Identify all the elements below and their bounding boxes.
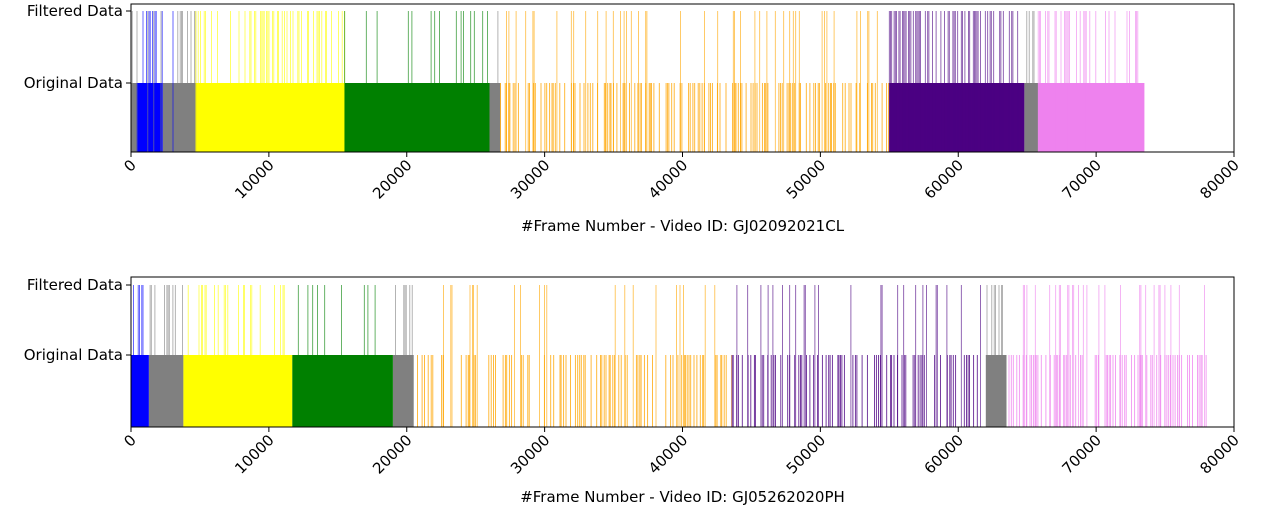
original-segment-unlabeled	[162, 83, 196, 152]
original-segment-unlabeled	[393, 355, 414, 427]
original-segment-unlabeled	[131, 83, 137, 152]
y-axis: Filtered Data Original Data	[24, 2, 131, 92]
x-tick-label: 10000	[231, 431, 277, 477]
x-tick-label: 80000	[1196, 431, 1242, 477]
original-segment-blue	[136, 83, 163, 152]
x-tick-label: 0	[120, 431, 139, 450]
original-segment-unlabeled	[1024, 83, 1039, 152]
x-tick-label: 70000	[1058, 156, 1104, 202]
y-tick-label-filtered: Filtered Data	[27, 2, 123, 20]
original-segment-unlabeled	[489, 83, 501, 152]
x-tick-label: 50000	[783, 431, 829, 477]
x-tick-label: 30000	[507, 431, 553, 477]
x-tick-label: 50000	[783, 156, 829, 202]
x-tick-label: 30000	[507, 156, 553, 202]
x-tick-label: 60000	[921, 431, 967, 477]
y-tick-label-filtered: Filtered Data	[27, 276, 123, 294]
timeline-panel-top: Filtered Data Original Data 0 10000 20000 3…	[24, 2, 1243, 235]
y-tick-label-original: Original Data	[24, 74, 123, 92]
x-tick-label: 40000	[645, 156, 691, 202]
plot-area	[131, 285, 1207, 427]
original-segment-green	[292, 355, 393, 427]
original-segment-violet	[1038, 83, 1145, 152]
x-tick-label: 20000	[369, 431, 415, 477]
x-axis: 0 10000 20000 30000 40000 50000 60000 70000 8000…	[120, 427, 1243, 478]
plot-area	[131, 11, 1145, 152]
x-tick-label: 0	[120, 156, 139, 175]
x-tick-label: 60000	[921, 156, 967, 202]
original-segment-green	[344, 83, 490, 152]
x-tick-label: 70000	[1058, 431, 1104, 477]
x-tick-label: 20000	[369, 156, 415, 202]
x-tick-label: 10000	[231, 156, 277, 202]
original-segment-indigo	[889, 83, 1025, 152]
y-tick-label-original: Original Data	[24, 346, 123, 364]
x-axis-label: #Frame Number - Video ID: GJ02092021CL	[521, 217, 845, 235]
x-tick-label: 80000	[1196, 156, 1242, 202]
original-segment-yellow	[183, 355, 293, 427]
original-segment-unlabeled	[985, 355, 1007, 427]
original-segment-yellow	[195, 83, 345, 152]
timeline-panel-bottom: Filtered Data Original Data 0 10000 20000 3…	[24, 276, 1243, 506]
original-segment-unlabeled	[148, 355, 184, 427]
x-tick-label: 40000	[645, 431, 691, 477]
x-axis-label: #Frame Number - Video ID: GJ05262020PH	[520, 488, 845, 506]
y-axis: Filtered Data Original Data	[24, 276, 131, 364]
x-axis: 0 10000 20000 30000 40000 50000 60000 70000 8000…	[120, 152, 1243, 203]
original-segment-blue	[131, 355, 149, 427]
